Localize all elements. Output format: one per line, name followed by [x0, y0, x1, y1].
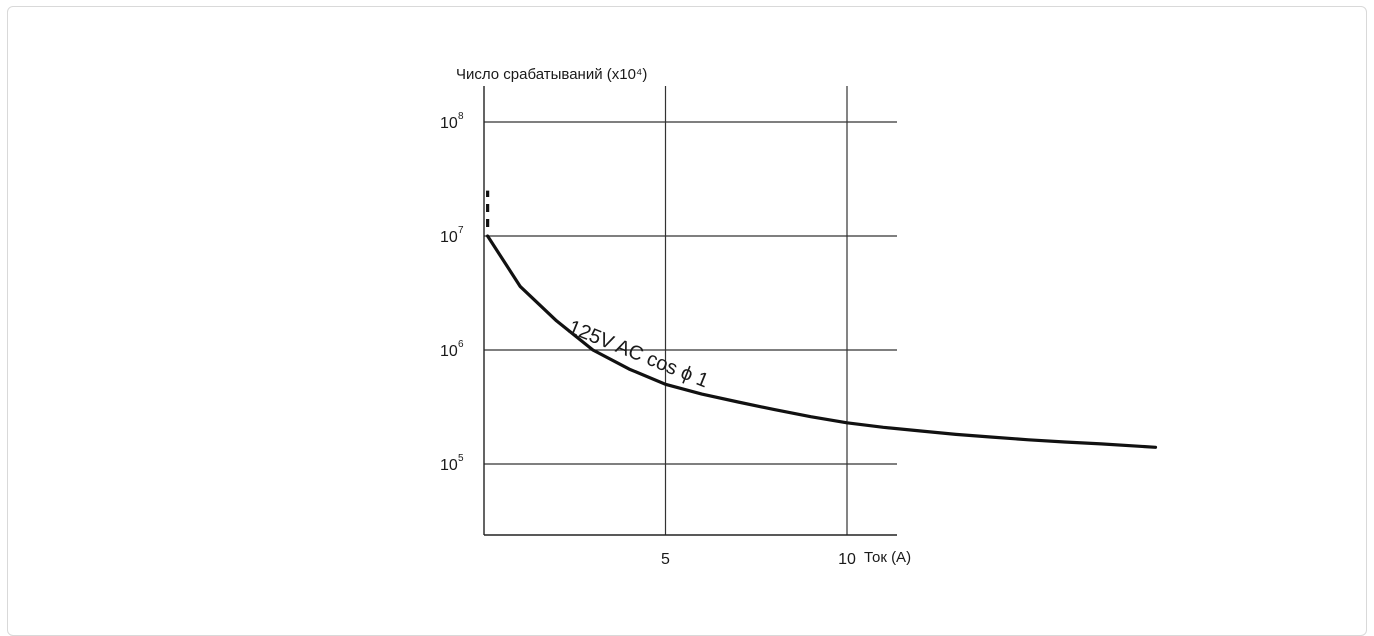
y-tick-label-1e6: 10	[440, 343, 458, 360]
y-tick-label-1e8: 10	[440, 115, 458, 132]
x-tick-label-5: 5	[661, 551, 670, 568]
axes	[483, 86, 897, 536]
grid	[484, 86, 897, 535]
x-tick-label-10: 10	[838, 551, 856, 568]
series	[486, 190, 1158, 449]
series-line-0	[486, 234, 1158, 449]
lifetime-chart: 10 510 610 710 85 10 Число срабатываний (x10⁴…	[440, 66, 1158, 568]
y-axis-title: Число срабатываний (x10⁴)	[456, 66, 647, 83]
curve-annotation: 125V AC cos ϕ 1	[565, 316, 711, 392]
tick-labels: 10 510 610 710 85 10	[440, 111, 856, 568]
x-axis-title: Ток (А)	[864, 549, 911, 566]
y-tick-label-1e5: 10	[440, 457, 458, 474]
y-tick-exponent-1e5: 5	[458, 453, 464, 464]
y-tick-exponent-1e8: 8	[458, 111, 464, 122]
y-tick-label-1e7: 10	[440, 229, 458, 246]
chart-card	[7, 6, 1367, 636]
y-tick-exponent-1e6: 6	[458, 339, 464, 350]
y-tick-exponent-1e7: 7	[458, 225, 464, 236]
